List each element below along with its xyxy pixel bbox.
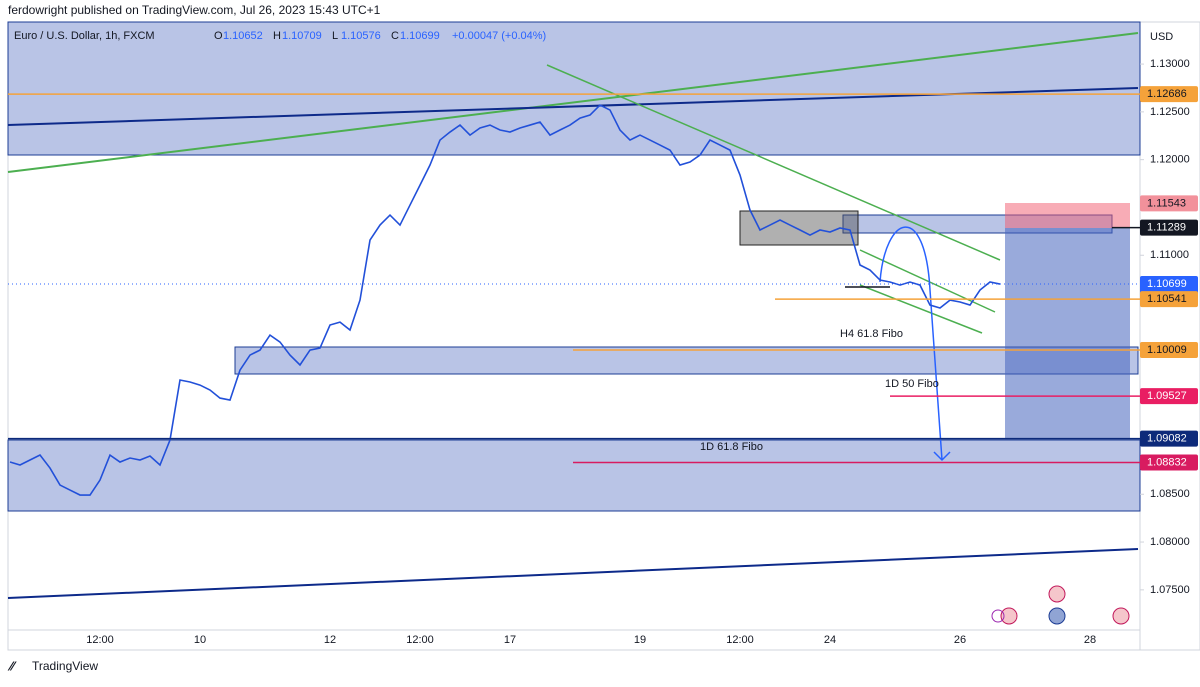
arrow-head bbox=[933, 451, 951, 462]
price-badge-label: 1.11289 bbox=[1147, 222, 1186, 234]
y-tick-label: 1.08000 bbox=[1150, 536, 1190, 548]
price-badge bbox=[1140, 195, 1198, 212]
y-tick-label: 1.13000 bbox=[1150, 58, 1190, 70]
x-tick-label: 12:00 bbox=[406, 634, 434, 646]
annotation: 1D 50 Fibo bbox=[885, 378, 939, 390]
price-badge-label: 1.10541 bbox=[1147, 293, 1187, 305]
y-tick-label: 1.12500 bbox=[1150, 106, 1190, 118]
x-tick-label: 12 bbox=[324, 634, 336, 646]
price-badge-label: 1.10699 bbox=[1147, 278, 1187, 290]
price-badge-label: 1.10009 bbox=[1147, 344, 1187, 356]
ohlc-value: 1.10699 bbox=[400, 30, 440, 42]
stop-zone bbox=[1005, 203, 1130, 228]
price-badge-label: 1.11543 bbox=[1147, 197, 1186, 209]
annotation: 1D 61.8 Fibo bbox=[700, 441, 763, 453]
price-badge bbox=[1140, 291, 1198, 308]
annotation: H4 61.8 Fibo bbox=[840, 328, 903, 340]
publisher: ferdowright published on TradingView.com… bbox=[8, 3, 381, 17]
price-badge-label: 1.08832 bbox=[1147, 456, 1187, 468]
target-zone bbox=[1005, 228, 1130, 438]
price-badge-label: 1.12686 bbox=[1147, 88, 1187, 100]
currency: USD bbox=[1150, 31, 1173, 43]
y-tick-label: 1.11000 bbox=[1150, 249, 1189, 261]
event-icon bbox=[1112, 607, 1130, 625]
price-badge bbox=[1140, 341, 1198, 358]
logo-mark: ⁄⁄ bbox=[7, 658, 17, 673]
trendline bbox=[7, 548, 1139, 599]
x-tick-label: 19 bbox=[634, 634, 646, 646]
event-icon bbox=[1048, 585, 1066, 603]
footer-brand: TradingView bbox=[32, 659, 98, 673]
event-icon bbox=[1000, 607, 1018, 625]
projection-arrow bbox=[879, 226, 943, 461]
ohlc-value: 1.10709 bbox=[282, 30, 322, 42]
channel-line bbox=[859, 284, 983, 334]
ohlc-label: L bbox=[332, 30, 338, 42]
x-tick-label: 24 bbox=[824, 634, 836, 646]
y-tick-label: 1.12000 bbox=[1150, 154, 1190, 166]
trendline bbox=[7, 32, 1139, 173]
drawings bbox=[7, 21, 1141, 625]
event-icon bbox=[1048, 607, 1066, 625]
price-badge bbox=[1140, 219, 1198, 236]
y-tick-label: 1.07500 bbox=[1150, 584, 1190, 596]
zone bbox=[7, 439, 1141, 512]
price-change: +0.00047 (+0.04%) bbox=[452, 30, 546, 42]
zone bbox=[234, 346, 1139, 375]
ohlc-value: 1.10652 bbox=[223, 30, 263, 42]
x-tick-label: 12:00 bbox=[726, 634, 754, 646]
x-tick-label: 28 bbox=[1084, 634, 1096, 646]
x-tick-label: 17 bbox=[504, 634, 516, 646]
price-badge-label: 1.09527 bbox=[1147, 390, 1187, 402]
x-tick-label: 10 bbox=[194, 634, 206, 646]
y-tick-label: 1.08500 bbox=[1150, 488, 1190, 500]
price-badge bbox=[1140, 86, 1198, 103]
ohlc-label: C bbox=[391, 30, 399, 42]
price-badge bbox=[1140, 430, 1198, 447]
ohlc-value: 1.10576 bbox=[341, 30, 381, 42]
x-tick-label: 26 bbox=[954, 634, 966, 646]
ohlc-label: O bbox=[214, 30, 223, 42]
price-badge bbox=[1140, 454, 1198, 471]
price-badge bbox=[1140, 388, 1198, 405]
ohlc-label: H bbox=[273, 30, 281, 42]
price-line bbox=[9, 104, 1001, 496]
event-icon bbox=[991, 609, 1005, 623]
symbol: Euro / U.S. Dollar, 1h, FXCM bbox=[14, 30, 155, 42]
x-tick-label: 12:00 bbox=[86, 634, 114, 646]
price-badge-label: 1.09082 bbox=[1147, 433, 1187, 445]
trendline bbox=[546, 64, 1001, 261]
zone bbox=[7, 21, 1141, 156]
